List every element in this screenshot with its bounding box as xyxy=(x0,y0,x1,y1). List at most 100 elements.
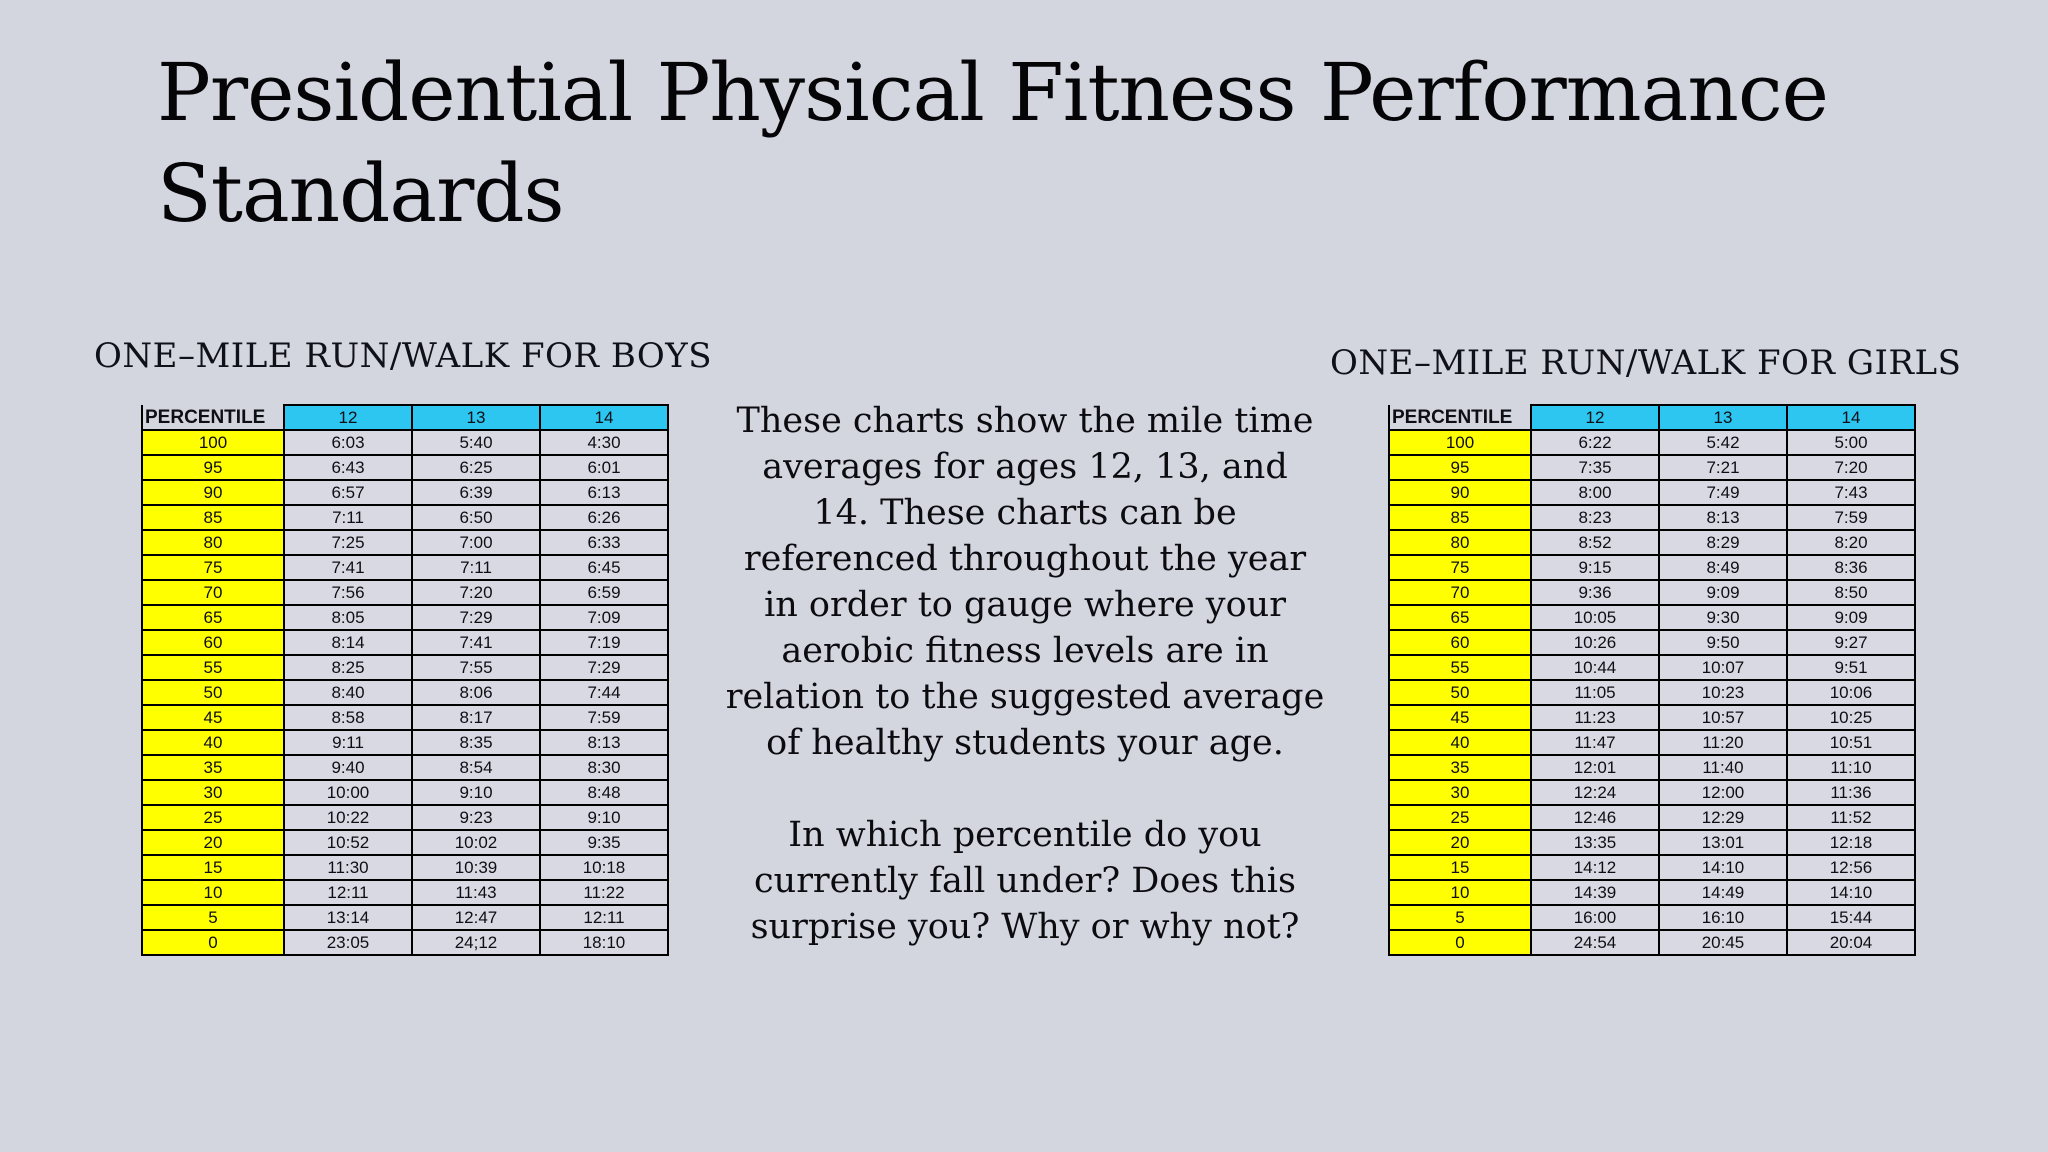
time-cell: 8:25 xyxy=(283,654,413,681)
time-cell: 24;12 xyxy=(411,929,541,956)
time-cell: 10:25 xyxy=(1786,704,1916,731)
percentile-cell: 90 xyxy=(1388,479,1532,506)
time-cell: 12:11 xyxy=(539,904,669,931)
time-cell: 6:39 xyxy=(411,479,541,506)
percentile-cell: 40 xyxy=(1388,729,1532,756)
percentile-cell: 30 xyxy=(141,779,285,806)
time-cell: 11:36 xyxy=(1786,779,1916,806)
time-cell: 10:18 xyxy=(539,854,669,881)
percentile-cell: 65 xyxy=(141,604,285,631)
text-line: Presidential Physical Fitness Performanc… xyxy=(157,46,1829,139)
time-cell: 13:01 xyxy=(1658,829,1788,856)
time-cell: 9:10 xyxy=(539,804,669,831)
time-cell: 7:35 xyxy=(1530,454,1660,481)
description-paragraph-1: These charts show the mile time averages … xyxy=(726,398,1325,766)
table-row: 20 13:35 13:01 12:18 xyxy=(1388,829,1916,856)
time-cell: 12:46 xyxy=(1530,804,1660,831)
time-cell: 10:44 xyxy=(1530,654,1660,681)
table-row: 70 9:36 9:09 8:50 xyxy=(1388,579,1916,606)
percentile-cell: 85 xyxy=(1388,504,1532,531)
table-row: 50 11:05 10:23 10:06 xyxy=(1388,679,1916,706)
table-row: 40 9:11 8:35 8:13 xyxy=(141,729,669,756)
time-cell: 10:02 xyxy=(411,829,541,856)
time-cell: 8:58 xyxy=(283,704,413,731)
time-cell: 8:17 xyxy=(411,704,541,731)
time-cell: 6:45 xyxy=(539,554,669,581)
time-cell: 11:30 xyxy=(283,854,413,881)
text-line: Standards xyxy=(157,147,565,240)
time-cell: 11:20 xyxy=(1658,729,1788,756)
percentile-cell: 80 xyxy=(141,529,285,556)
table-row: 45 8:58 8:17 7:59 xyxy=(141,704,669,731)
time-cell: 7:44 xyxy=(539,679,669,706)
time-cell: 9:09 xyxy=(1786,604,1916,631)
time-cell: 7:55 xyxy=(411,654,541,681)
percentile-cell: 25 xyxy=(141,804,285,831)
time-cell: 9:35 xyxy=(539,829,669,856)
time-cell: 11:52 xyxy=(1786,804,1916,831)
percentile-cell: 60 xyxy=(1388,629,1532,656)
time-cell: 9:51 xyxy=(1786,654,1916,681)
table-row: 35 9:40 8:54 8:30 xyxy=(141,754,669,781)
time-cell: 7:21 xyxy=(1658,454,1788,481)
time-cell: 10:06 xyxy=(1786,679,1916,706)
table-row: 0 24:54 20:45 20:04 xyxy=(1388,929,1916,956)
percentile-cell: 5 xyxy=(141,904,285,931)
percentile-cell: 25 xyxy=(1388,804,1532,831)
table-row: 45 11:23 10:57 10:25 xyxy=(1388,704,1916,731)
time-cell: 11:10 xyxy=(1786,754,1916,781)
table-row: 60 8:14 7:41 7:19 xyxy=(141,629,669,656)
time-cell: 13:14 xyxy=(283,904,413,931)
time-cell: 7:41 xyxy=(411,629,541,656)
percentile-cell: 100 xyxy=(1388,429,1532,456)
time-cell: 6:01 xyxy=(539,454,669,481)
percentile-cell: 65 xyxy=(1388,604,1532,631)
table-row: 60 10:26 9:50 9:27 xyxy=(1388,629,1916,656)
percentile-cell: 0 xyxy=(1388,929,1532,956)
percentile-cell: 80 xyxy=(1388,529,1532,556)
time-cell: 14:12 xyxy=(1530,854,1660,881)
table-row: 70 7:56 7:20 6:59 xyxy=(141,579,669,606)
time-cell: 8:13 xyxy=(1658,504,1788,531)
table-row: 90 8:00 7:49 7:43 xyxy=(1388,479,1916,506)
time-cell: 10:26 xyxy=(1530,629,1660,656)
percentile-cell: 10 xyxy=(141,879,285,906)
time-cell: 9:50 xyxy=(1658,629,1788,656)
percentile-cell: 35 xyxy=(141,754,285,781)
table-row: 100 6:22 5:42 5:00 xyxy=(1388,429,1916,456)
time-cell: 9:11 xyxy=(283,729,413,756)
text-line: currently fall under? Does this xyxy=(754,861,1296,901)
percentile-cell: 60 xyxy=(141,629,285,656)
time-cell: 6:50 xyxy=(411,504,541,531)
time-cell: 24:54 xyxy=(1530,929,1660,956)
time-cell: 12:18 xyxy=(1786,829,1916,856)
time-cell: 14:10 xyxy=(1658,854,1788,881)
table-row: 85 8:23 8:13 7:59 xyxy=(1388,504,1916,531)
percentile-cell: 10 xyxy=(1388,879,1532,906)
table-row: 95 6:43 6:25 6:01 xyxy=(141,454,669,481)
percentile-cell: 50 xyxy=(141,679,285,706)
time-cell: 16:10 xyxy=(1658,904,1788,931)
table-row: 65 10:05 9:30 9:09 xyxy=(1388,604,1916,631)
time-cell: 12:47 xyxy=(411,904,541,931)
time-cell: 5:00 xyxy=(1786,429,1916,456)
table-row: 80 7:25 7:00 6:33 xyxy=(141,529,669,556)
time-cell: 12:00 xyxy=(1658,779,1788,806)
time-cell: 10:22 xyxy=(283,804,413,831)
text-line: of healthy students your age. xyxy=(766,723,1284,763)
time-cell: 7:59 xyxy=(539,704,669,731)
time-cell: 11:22 xyxy=(539,879,669,906)
age-header-cell: 13 xyxy=(1658,404,1788,431)
time-cell: 15:44 xyxy=(1786,904,1916,931)
text-line: aerobic fitness levels are in xyxy=(781,631,1269,671)
description-text: These charts show the mile time averages … xyxy=(726,398,1325,950)
time-cell: 14:10 xyxy=(1786,879,1916,906)
percentile-cell: 35 xyxy=(1388,754,1532,781)
percentile-cell: 15 xyxy=(141,854,285,881)
time-cell: 10:51 xyxy=(1786,729,1916,756)
percentile-cell: 15 xyxy=(1388,854,1532,881)
time-cell: 9:15 xyxy=(1530,554,1660,581)
description-paragraph-2: In which percentile do you currently fall… xyxy=(726,812,1325,950)
table-row: 25 12:46 12:29 11:52 xyxy=(1388,804,1916,831)
